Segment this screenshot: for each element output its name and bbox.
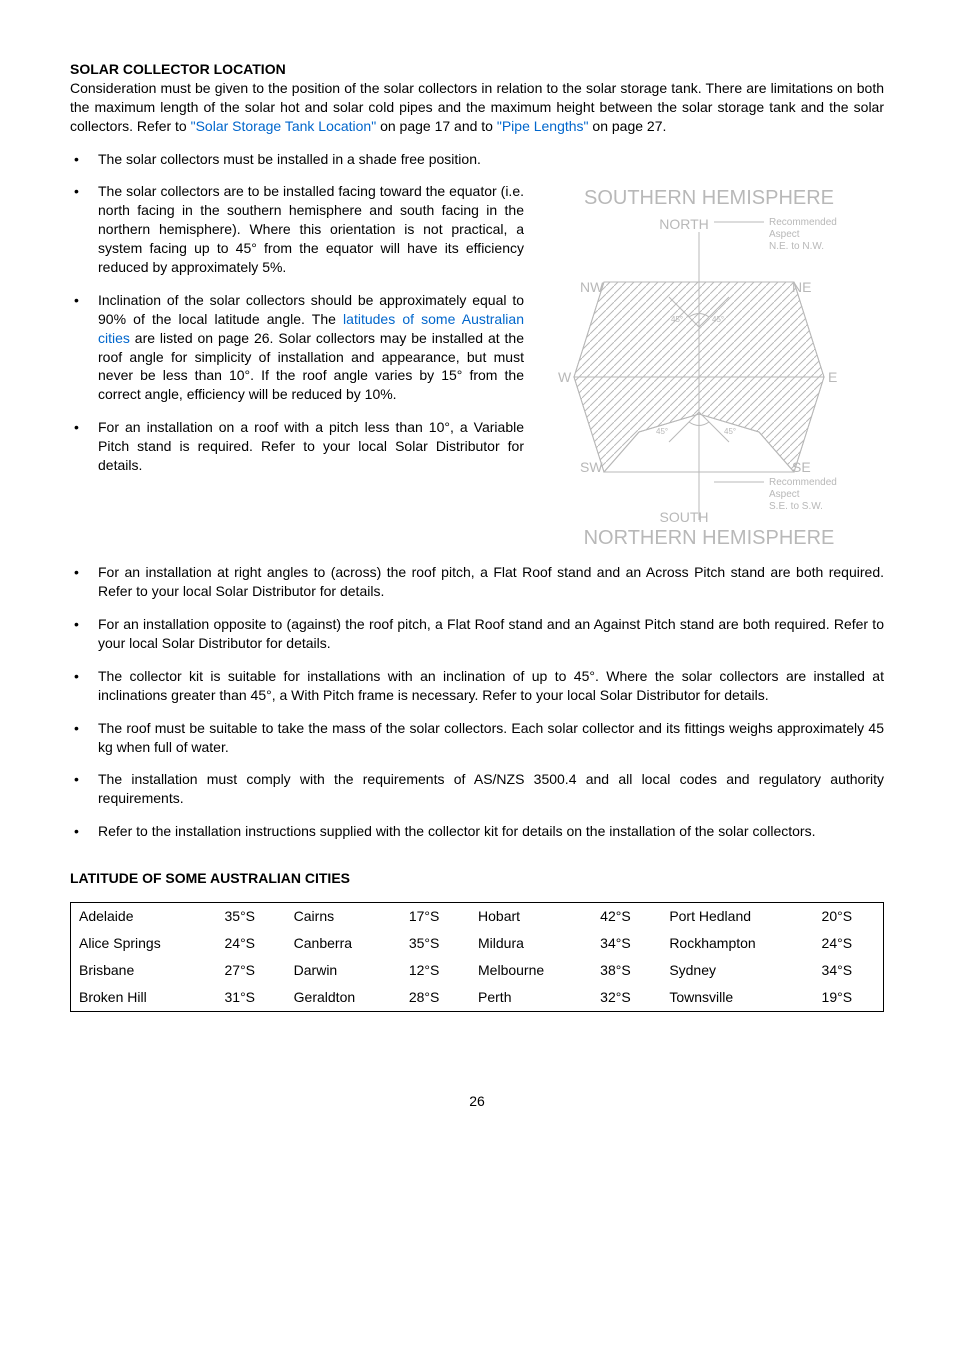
lat: 42°S: [592, 903, 661, 930]
svg-e: E: [828, 369, 837, 385]
svg-north: NORTH: [659, 216, 709, 232]
page-number: 26: [70, 1092, 884, 1111]
lat: 35°S: [217, 903, 286, 930]
bullet-install-instructions: Refer to the installation instructions s…: [70, 822, 884, 841]
lat: 28°S: [401, 984, 470, 1011]
city: Cairns: [286, 903, 401, 930]
city: Adelaide: [71, 903, 217, 930]
svg-title-bottom: NORTHERN HEMISPHERE: [584, 527, 835, 549]
table-row: Alice Springs 24°S Canberra 35°S Mildura…: [71, 930, 884, 957]
section-heading: SOLAR COLLECTOR LOCATION: [70, 61, 286, 77]
lat: 24°S: [814, 930, 884, 957]
link-pipe-lengths[interactable]: "Pipe Lengths": [497, 118, 589, 134]
svg-range-top: N.E. to N.W.: [769, 241, 824, 252]
bullet-collector-kit: The collector kit is suitable for instal…: [70, 667, 884, 705]
bullet-variable-pitch: For an installation on a roof with a pit…: [70, 418, 524, 475]
bullet-shade-free: The solar collectors must be installed i…: [70, 150, 884, 169]
bullet-roof-mass: The roof must be suitable to take the ma…: [70, 719, 884, 757]
lat: 32°S: [592, 984, 661, 1011]
svg-title-top: SOUTHERN HEMISPHERE: [584, 187, 834, 209]
svg-45-br: 45°: [724, 427, 736, 436]
city: Sydney: [661, 957, 813, 984]
table-row: Brisbane 27°S Darwin 12°S Melbourne 38°S…: [71, 957, 884, 984]
city: Mildura: [470, 930, 592, 957]
lat: 17°S: [401, 903, 470, 930]
svg-range-bot: S.E. to S.W.: [769, 501, 823, 512]
bullet-across-pitch: For an installation at right angles to (…: [70, 563, 884, 601]
table-heading: LATITUDE OF SOME AUSTRALIAN CITIES: [70, 869, 884, 888]
latitude-table: Adelaide 35°S Cairns 17°S Hobart 42°S Po…: [70, 902, 884, 1012]
intro-mid: on page 17 and to: [376, 118, 497, 134]
svg-aspect-bot: Aspect: [769, 489, 800, 500]
svg-rec-bot: Recommended: [769, 477, 837, 488]
svg-sw: SW: [580, 459, 603, 475]
bullet-equator: The solar collectors are to be installed…: [70, 182, 524, 276]
city: Brisbane: [71, 957, 217, 984]
table-row: Adelaide 35°S Cairns 17°S Hobart 42°S Po…: [71, 903, 884, 930]
lat: 34°S: [814, 957, 884, 984]
svg-south: SOUTH: [660, 509, 709, 525]
svg-45-tl: 45°: [671, 315, 683, 324]
top-bullet-list: The solar collectors must be installed i…: [70, 150, 884, 169]
svg-aspect-top: Aspect: [769, 229, 800, 240]
compass-svg: SOUTHERN HEMISPHERE NORTH Recommended As…: [534, 182, 884, 552]
city: Broken Hill: [71, 984, 217, 1011]
city: Hobart: [470, 903, 592, 930]
link-solar-storage[interactable]: "Solar Storage Tank Location": [191, 118, 377, 134]
lat: 12°S: [401, 957, 470, 984]
svg-rec-top: Recommended: [769, 217, 837, 228]
bullet-inclination-post: are listed on page 26. Solar collectors …: [98, 330, 524, 403]
lat: 20°S: [814, 903, 884, 930]
lat: 27°S: [217, 957, 286, 984]
lat: 31°S: [217, 984, 286, 1011]
svg-45-tr: 45°: [712, 315, 724, 324]
compass-diagram: SOUTHERN HEMISPHERE NORTH Recommended As…: [534, 182, 884, 557]
lat: 35°S: [401, 930, 470, 957]
bullet-asnzs: The installation must comply with the re…: [70, 770, 884, 808]
float-section: SOUTHERN HEMISPHERE NORTH Recommended As…: [70, 182, 884, 557]
float-bullet-list: The solar collectors are to be installed…: [70, 182, 524, 488]
bullet-inclination: Inclination of the solar collectors shou…: [70, 291, 524, 404]
city: Canberra: [286, 930, 401, 957]
bullet-against-pitch: For an installation opposite to (against…: [70, 615, 884, 653]
city: Perth: [470, 984, 592, 1011]
svg-45-bl: 45°: [656, 427, 668, 436]
lat: 24°S: [217, 930, 286, 957]
city: Rockhampton: [661, 930, 813, 957]
city: Melbourne: [470, 957, 592, 984]
city: Darwin: [286, 957, 401, 984]
lat: 19°S: [814, 984, 884, 1011]
lat: 34°S: [592, 930, 661, 957]
city: Port Hedland: [661, 903, 813, 930]
city: Townsville: [661, 984, 813, 1011]
table-row: Broken Hill 31°S Geraldton 28°S Perth 32…: [71, 984, 884, 1011]
lat: 38°S: [592, 957, 661, 984]
lower-bullet-list: For an installation at right angles to (…: [70, 563, 884, 841]
city: Alice Springs: [71, 930, 217, 957]
city: Geraldton: [286, 984, 401, 1011]
intro-paragraph: SOLAR COLLECTOR LOCATION Consideration m…: [70, 60, 884, 136]
page-content: SOLAR COLLECTOR LOCATION Consideration m…: [70, 60, 884, 1110]
svg-w: W: [558, 369, 572, 385]
intro-post: on page 27.: [589, 118, 667, 134]
